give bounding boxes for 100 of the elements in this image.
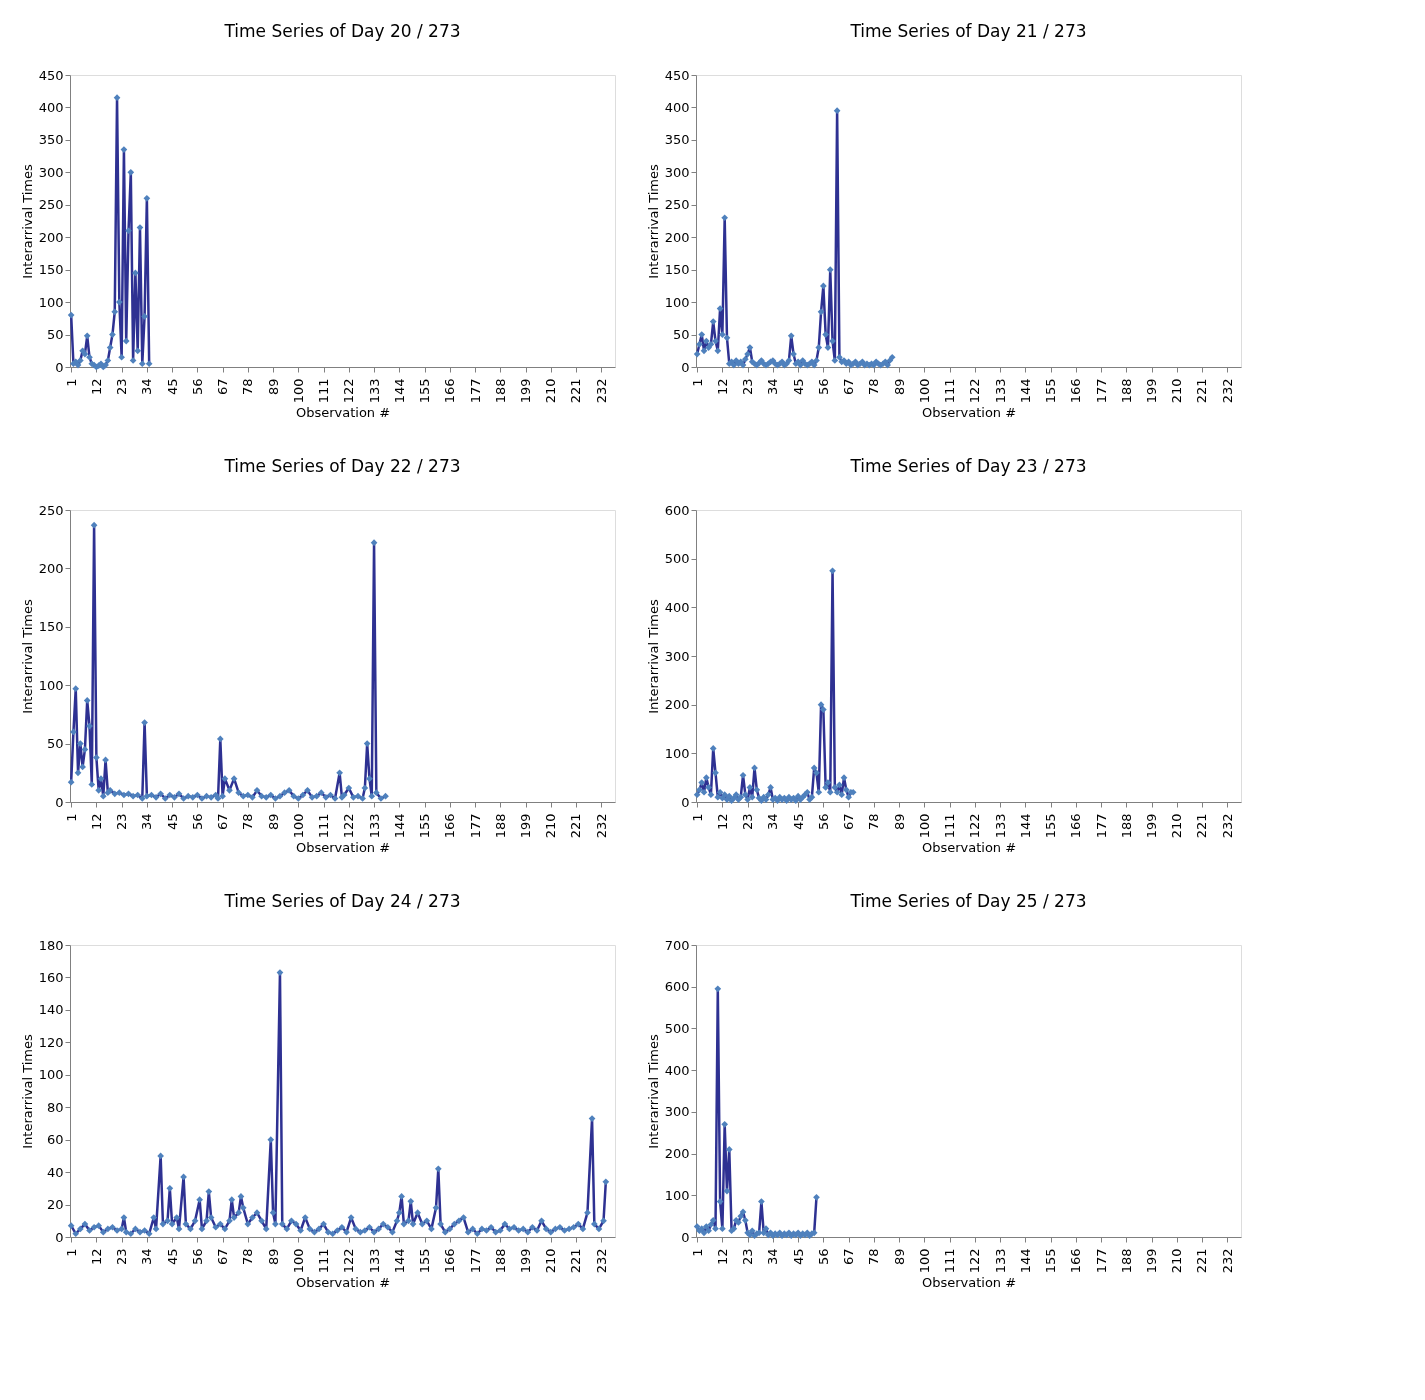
chart-title: Time Series of Day 25 / 273: [849, 891, 1087, 911]
x-tick-label: 221: [568, 1248, 584, 1274]
x-tick-label: 177: [467, 378, 483, 404]
x-tick-label: 67: [841, 1248, 857, 1266]
x-tick-label: 199: [1144, 1248, 1160, 1274]
x-tick-label: 78: [240, 1248, 256, 1266]
y-tick-label: 400: [664, 1062, 690, 1078]
x-tick-label: 144: [391, 813, 407, 839]
x-tick-label: 56: [189, 1248, 205, 1266]
x-axis-title: Observation #: [921, 405, 1017, 421]
x-tick-label: 111: [942, 378, 958, 404]
y-tick-label: 100: [664, 1187, 690, 1203]
x-tick-label: 221: [1194, 1248, 1210, 1274]
x-tick-label: 155: [1043, 1248, 1059, 1274]
x-tick-label: 177: [1093, 813, 1109, 839]
y-tick-label: 0: [55, 359, 64, 375]
y-tick-label: 250: [664, 197, 690, 213]
y-tick-label: 300: [664, 164, 690, 180]
y-axis-title: Interarrival Times: [19, 599, 35, 714]
x-tick-label: 1: [63, 1248, 79, 1257]
y-tick-label: 0: [55, 794, 64, 810]
x-tick-label: 67: [215, 813, 231, 831]
y-tick-label: 100: [664, 745, 690, 761]
y-tick-label: 50: [46, 736, 64, 752]
x-tick-label: 210: [1169, 378, 1185, 404]
x-tick-label: 155: [417, 1248, 433, 1274]
x-tick-label: 188: [492, 378, 508, 404]
x-tick-label: 12: [88, 378, 104, 396]
x-tick-label: 221: [1194, 378, 1210, 404]
chart-title: Time Series of Day 21 / 273: [849, 21, 1087, 41]
x-tick-label: 89: [891, 813, 907, 831]
y-tick-label: 20: [46, 1197, 64, 1213]
y-axis-title: Interarrival Times: [645, 1034, 661, 1149]
x-axis-title: Observation #: [295, 405, 391, 421]
x-tick-label: 177: [1093, 378, 1109, 404]
x-tick-label: 166: [442, 813, 458, 839]
x-tick-label: 34: [765, 378, 781, 396]
x-tick-label: 34: [139, 813, 155, 831]
y-tick-label: 140: [38, 1002, 64, 1018]
x-tick-label: 78: [866, 378, 882, 396]
y-tick-label: 450: [38, 67, 64, 83]
x-tick-label: 67: [215, 378, 231, 396]
x-tick-label: 89: [891, 1248, 907, 1266]
y-tick-label: 0: [681, 359, 690, 375]
x-tick-label: 111: [316, 813, 332, 839]
x-tick-label: 78: [240, 378, 256, 396]
y-tick-label: 150: [38, 262, 64, 278]
x-tick-label: 144: [391, 1248, 407, 1274]
x-tick-label: 166: [442, 1248, 458, 1274]
y-tick-label: 0: [681, 1229, 690, 1245]
x-tick-label: 23: [740, 378, 756, 396]
x-tick-label: 56: [189, 378, 205, 396]
y-tick-label: 0: [55, 1229, 64, 1245]
y-tick-label: 400: [38, 99, 64, 115]
x-tick-label: 210: [543, 378, 559, 404]
x-tick-label: 133: [366, 1248, 382, 1274]
x-tick-label: 111: [942, 1248, 958, 1274]
x-tick-label: 23: [114, 1248, 130, 1266]
x-tick-label: 232: [593, 378, 609, 404]
y-tick-label: 120: [38, 1034, 64, 1050]
y-tick-label: 40: [46, 1164, 64, 1180]
x-tick-label: 133: [366, 378, 382, 404]
x-tick-label: 144: [1017, 378, 1033, 404]
x-tick-label: 56: [815, 378, 831, 396]
x-tick-label: 12: [88, 1248, 104, 1266]
x-tick-label: 45: [164, 378, 180, 396]
x-tick-label: 34: [765, 813, 781, 831]
x-tick-label: 100: [290, 813, 306, 839]
x-tick-label: 12: [714, 378, 730, 396]
x-tick-label: 188: [1118, 1248, 1134, 1274]
y-tick-label: 180: [38, 937, 64, 953]
x-tick-label: 166: [442, 378, 458, 404]
x-tick-label: 199: [1144, 813, 1160, 839]
y-tick-label: 50: [46, 327, 64, 343]
x-tick-label: 210: [1169, 1248, 1185, 1274]
x-tick-label: 188: [1118, 813, 1134, 839]
x-tick-label: 1: [63, 378, 79, 387]
y-tick-label: 100: [38, 294, 64, 310]
x-tick-label: 122: [341, 1248, 357, 1274]
x-tick-label: 78: [240, 813, 256, 831]
y-tick-label: 350: [38, 132, 64, 148]
y-tick-label: 450: [664, 67, 690, 83]
x-tick-label: 45: [790, 378, 806, 396]
x-tick-label: 56: [815, 813, 831, 831]
y-tick-label: 100: [38, 1067, 64, 1083]
y-tick-label: 600: [664, 979, 690, 995]
x-tick-label: 67: [215, 1248, 231, 1266]
x-tick-label: 122: [967, 378, 983, 404]
x-tick-label: 155: [1043, 378, 1059, 404]
x-axis-title: Observation #: [921, 840, 1017, 856]
x-tick-label: 122: [341, 813, 357, 839]
x-tick-label: 78: [866, 813, 882, 831]
x-tick-label: 210: [543, 813, 559, 839]
x-tick-label: 221: [568, 378, 584, 404]
x-tick-label: 111: [316, 1248, 332, 1274]
x-tick-label: 67: [841, 378, 857, 396]
chart-title: Time Series of Day 23 / 273: [849, 456, 1087, 476]
y-tick-label: 50: [672, 327, 690, 343]
y-axis-title: Interarrival Times: [645, 599, 661, 714]
x-tick-label: 100: [916, 378, 932, 404]
